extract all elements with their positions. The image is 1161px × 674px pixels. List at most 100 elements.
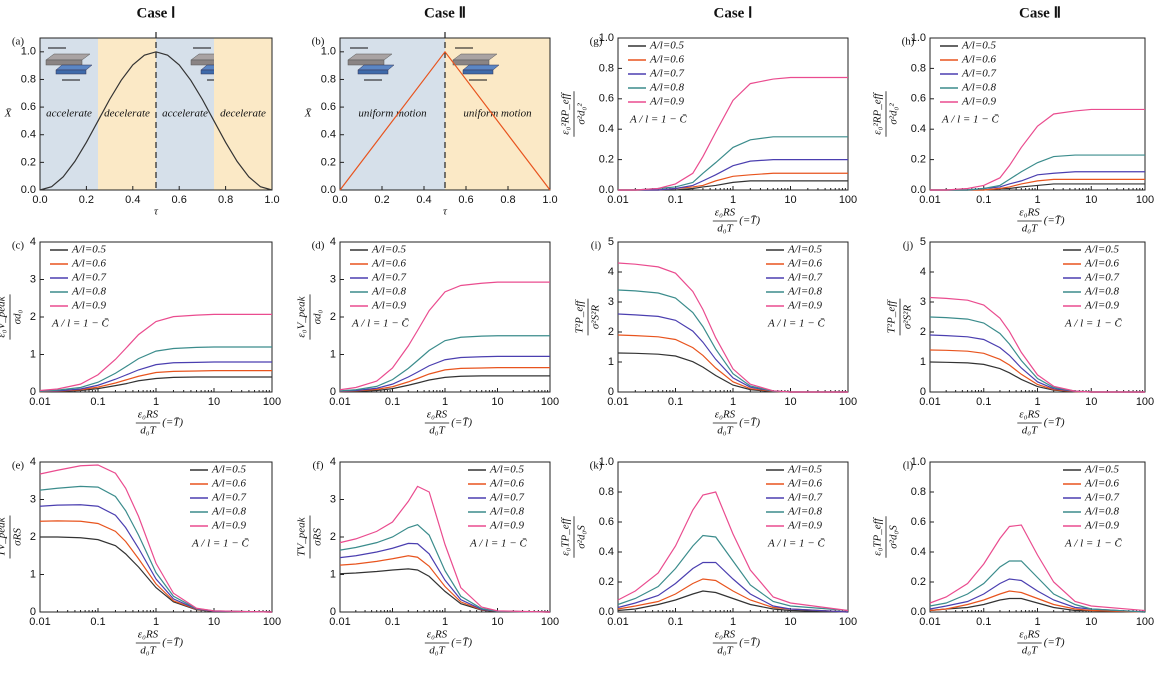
label-denominator: σ²d₀S <box>888 525 900 549</box>
x-tick-label: 1 <box>1034 616 1040 628</box>
x-label-suffix: (=T̄) <box>739 215 760 227</box>
label-denominator: d₀T <box>429 645 445 657</box>
y-tick-label: 0.2 <box>911 154 926 166</box>
y-label: X̄ <box>304 108 313 120</box>
x-tick-label: 0.1 <box>976 396 991 408</box>
slab-icon <box>347 59 385 66</box>
y-tick-label: 0 <box>30 606 36 618</box>
y-tick-label: 0 <box>330 386 336 398</box>
x-label-suffix: (=T̄) <box>1044 637 1065 649</box>
legend-label: A/l=0.7 <box>649 68 685 80</box>
series-line <box>617 491 849 612</box>
y-tick-label: 1.0 <box>911 456 926 468</box>
series-line <box>39 520 273 613</box>
panel-label: (k) <box>590 460 603 472</box>
panel-label: (c) <box>12 240 25 252</box>
y-label: ε₀TP_eff σ²d₀S <box>560 516 588 558</box>
x-tick-label: 100 <box>839 396 857 408</box>
series-line <box>929 349 1145 393</box>
x-tick-label: 0.8 <box>500 194 515 206</box>
label-denominator: d₀T <box>140 425 156 437</box>
y-tick-label: 0.0 <box>911 606 926 618</box>
y-tick-label: 4 <box>608 266 614 278</box>
y-tick-label: 0.0 <box>911 184 926 196</box>
label-numerator: ε₀V_peak <box>296 295 308 337</box>
y-tick-label: 4 <box>30 236 36 248</box>
series-line <box>929 334 1145 393</box>
x-label-suffix: (=T̄) <box>162 637 183 649</box>
x-tick-label: 0.1 <box>668 194 683 206</box>
x-tick-label: 0.01 <box>919 616 940 628</box>
series-line <box>929 590 1146 613</box>
panel-label: (d) <box>312 240 325 252</box>
label-denominator: σ²S²R <box>590 305 602 330</box>
region-label: uniform motion <box>358 108 427 120</box>
series-line <box>618 76 848 191</box>
x-tick-label: 1 <box>442 396 448 408</box>
series-line <box>39 346 272 392</box>
label-numerator: ε₀RS <box>427 629 448 641</box>
series-line <box>339 355 550 392</box>
x-tick-label: 10 <box>1085 194 1097 206</box>
label-denominator: σRS <box>312 528 324 546</box>
series-line <box>339 568 551 613</box>
label-denominator: d₀T <box>1022 645 1038 657</box>
y-tick-label: 0.6 <box>911 516 926 528</box>
y-label: X̄ <box>4 108 13 120</box>
x-tick-label: 10 <box>491 616 503 628</box>
y-label: T²P_eff σ²S²R <box>886 298 914 336</box>
x-tick-label: 0.01 <box>29 396 50 408</box>
y-tick-label: 5 <box>608 236 614 248</box>
series-line <box>617 352 848 393</box>
label-denominator: σd₀ <box>312 309 324 324</box>
y-tick-label: 5 <box>920 236 926 248</box>
slab-icon <box>462 69 494 75</box>
x-tick-label: 0.6 <box>458 194 473 206</box>
series-line <box>39 313 272 392</box>
panel-label: (f) <box>313 460 324 472</box>
x-tick-label: 0.2 <box>374 194 389 206</box>
slab-icon <box>462 64 500 71</box>
y-tick-label: 3 <box>30 273 36 285</box>
panel-label: (h) <box>902 36 915 48</box>
y-tick-label: 3 <box>330 493 336 505</box>
x-tick-label: 0.1 <box>976 616 991 628</box>
panel-label: (i) <box>591 240 602 252</box>
x-tick-label: 0.4 <box>416 194 431 206</box>
y-tick-label: 0.8 <box>21 73 36 85</box>
y-label: T²P_eff σ²S²R <box>574 298 602 336</box>
x-tick-label: 0.6 <box>172 194 187 206</box>
panel: 0.01 0.1 1 10 100 0 1 2 3 4 A/l=0.5 A/l=0.6 A/l=0.7 A… <box>296 236 560 437</box>
y-label: ε₀V_peak σd₀ <box>0 294 24 340</box>
y-tick-label: 0.4 <box>599 123 614 135</box>
region <box>98 38 156 190</box>
y-tick-label: 0.0 <box>21 184 36 196</box>
y-tick-label: 0.6 <box>321 101 336 113</box>
y-tick-label: 0.4 <box>321 129 336 141</box>
y-tick-label: 1 <box>330 348 336 360</box>
y-label: ε₀V_peak σd₀ <box>296 294 324 340</box>
legend-label: A/l=0.5 <box>787 244 823 256</box>
y-tick-label: 0.6 <box>599 93 614 105</box>
y-label: TV_peak σRS <box>296 515 324 559</box>
x-tick-label: 0.0 <box>32 194 47 206</box>
y-tick-label: 0.8 <box>911 62 926 74</box>
label-numerator: ε₀RS <box>427 409 448 421</box>
legend-label: A/l=0.5 <box>371 244 407 256</box>
slab-icon <box>347 53 393 61</box>
label-numerator: ε₀TP_eff <box>560 516 572 555</box>
series-line <box>929 524 1146 612</box>
y-tick-label: 1 <box>608 356 614 368</box>
x-tick-label: 10 <box>491 396 503 408</box>
legend-label: A/l=0.8 <box>371 286 407 298</box>
y-tick-label: 1.0 <box>599 32 614 44</box>
x-tick-label: 100 <box>541 616 559 628</box>
legend-label: A/l=0.7 <box>961 68 997 80</box>
y-tick-label: 1 <box>30 568 36 580</box>
plot-frame <box>339 37 551 191</box>
x-tick-label: 0.01 <box>607 616 628 628</box>
series-line <box>339 367 550 393</box>
legend-label: A/l=0.9 <box>961 96 997 108</box>
annotation: A / l = 1 − C̄ <box>767 538 825 550</box>
